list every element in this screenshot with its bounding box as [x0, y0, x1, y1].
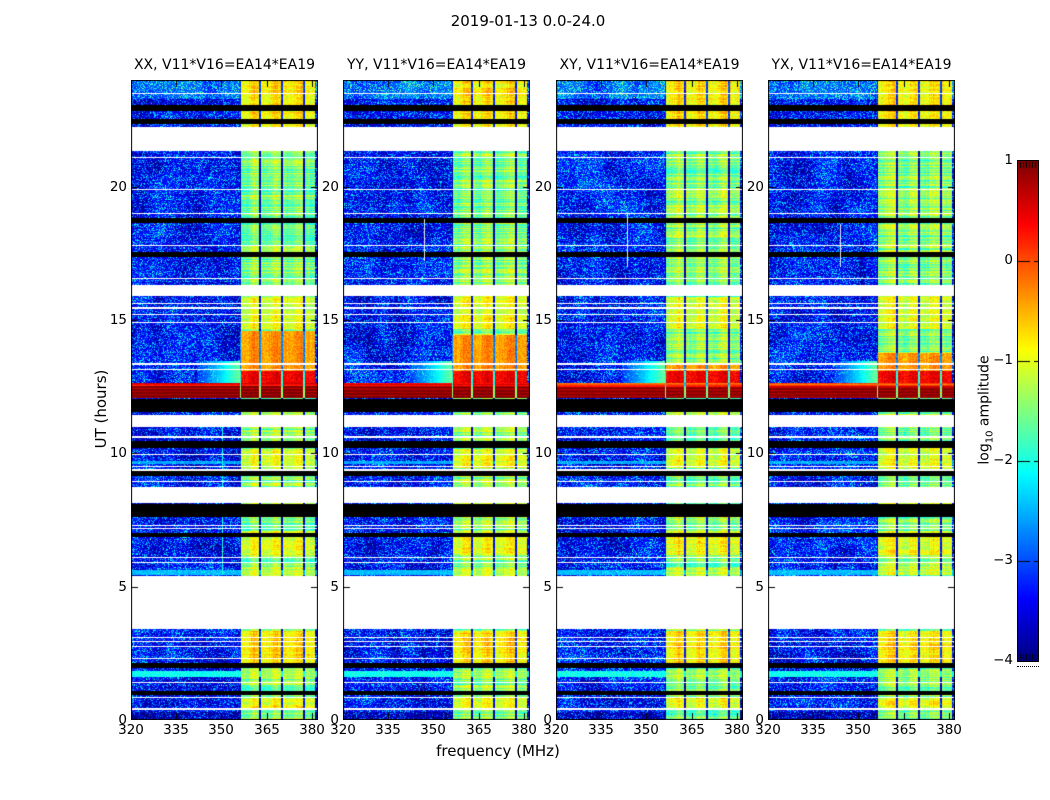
figure-title: 2019-01-13 0.0-24.0	[450, 12, 606, 30]
colorbar-label: log10 amplitude	[977, 355, 996, 464]
y-tick-label-0: 20	[109, 179, 127, 195]
x-tick-label-1: 380	[511, 722, 537, 738]
y-tick-label-0: 10	[109, 445, 127, 461]
y-tick-label-3: 5	[755, 579, 764, 595]
x-tick-label-1: 320	[330, 722, 356, 738]
y-axis-label: UT (hours)	[92, 369, 110, 449]
y-tick-label-2: 10	[534, 445, 552, 461]
spectrogram-canvas-1	[343, 80, 530, 720]
y-tick-label-1: 20	[321, 179, 339, 195]
y-tick-label-0: 0	[118, 712, 127, 728]
y-tick-label-3: 20	[746, 179, 764, 195]
x-tick-label-2: 380	[724, 722, 750, 738]
x-tick-label-0: 365	[254, 722, 280, 738]
panel-title-3: YX, V11*V16=EA14*EA19	[771, 57, 952, 73]
x-tick-label-1: 350	[420, 722, 446, 738]
x-tick-label-0: 320	[118, 722, 144, 738]
y-tick-label-2: 0	[543, 712, 552, 728]
colorbar	[1017, 160, 1039, 662]
y-tick-label-0: 15	[109, 312, 127, 328]
x-tick-label-0: 335	[163, 722, 189, 738]
x-tick-label-3: 335	[800, 722, 826, 738]
y-tick-label-3: 0	[755, 712, 764, 728]
y-tick-label-2: 15	[534, 312, 552, 328]
colorbar-tick-label: −3	[993, 552, 1013, 568]
x-tick-label-0: 350	[208, 722, 234, 738]
panel-title-2: XY, V11*V16=EA14*EA19	[559, 57, 740, 73]
colorbar-tick-label: 0	[1004, 252, 1013, 268]
y-tick-label-0: 5	[118, 579, 127, 595]
x-tick-label-2: 320	[543, 722, 569, 738]
colorbar-tick-label: −4	[993, 652, 1013, 668]
x-tick-label-1: 335	[375, 722, 401, 738]
x-tick-label-3: 350	[845, 722, 871, 738]
x-tick-label-3: 320	[755, 722, 781, 738]
x-axis-label: frequency (MHz)	[436, 742, 560, 760]
colorbar-label-sub: 10	[984, 430, 996, 444]
panel-title-1: YY, V11*V16=EA14*EA19	[347, 57, 526, 73]
spectrogram-canvas-2	[556, 80, 743, 720]
y-tick-label-2: 20	[534, 179, 552, 195]
x-tick-label-1: 365	[466, 722, 492, 738]
spectrogram-canvas-0	[131, 80, 318, 720]
x-tick-label-2: 350	[633, 722, 659, 738]
x-tick-label-2: 335	[588, 722, 614, 738]
y-tick-label-1: 15	[321, 312, 339, 328]
colorbar-tick-label: 1	[1004, 152, 1013, 168]
x-tick-label-3: 365	[891, 722, 917, 738]
colorbar-tick-label: −1	[993, 352, 1013, 368]
spectrogram-canvas-3	[768, 80, 955, 720]
colorbar-tick-label: −2	[993, 452, 1013, 468]
y-tick-label-3: 15	[746, 312, 764, 328]
x-tick-label-0: 380	[299, 722, 325, 738]
x-tick-label-3: 380	[936, 722, 962, 738]
y-tick-label-1: 0	[330, 712, 339, 728]
y-tick-label-1: 10	[321, 445, 339, 461]
x-tick-label-2: 365	[679, 722, 705, 738]
y-tick-label-1: 5	[330, 579, 339, 595]
y-tick-label-2: 5	[543, 579, 552, 595]
colorbar-extend-dots	[1017, 666, 1039, 667]
panel-title-0: XX, V11*V16=EA14*EA19	[133, 57, 316, 73]
colorbar-canvas	[1018, 161, 1038, 661]
y-tick-label-3: 10	[746, 445, 764, 461]
